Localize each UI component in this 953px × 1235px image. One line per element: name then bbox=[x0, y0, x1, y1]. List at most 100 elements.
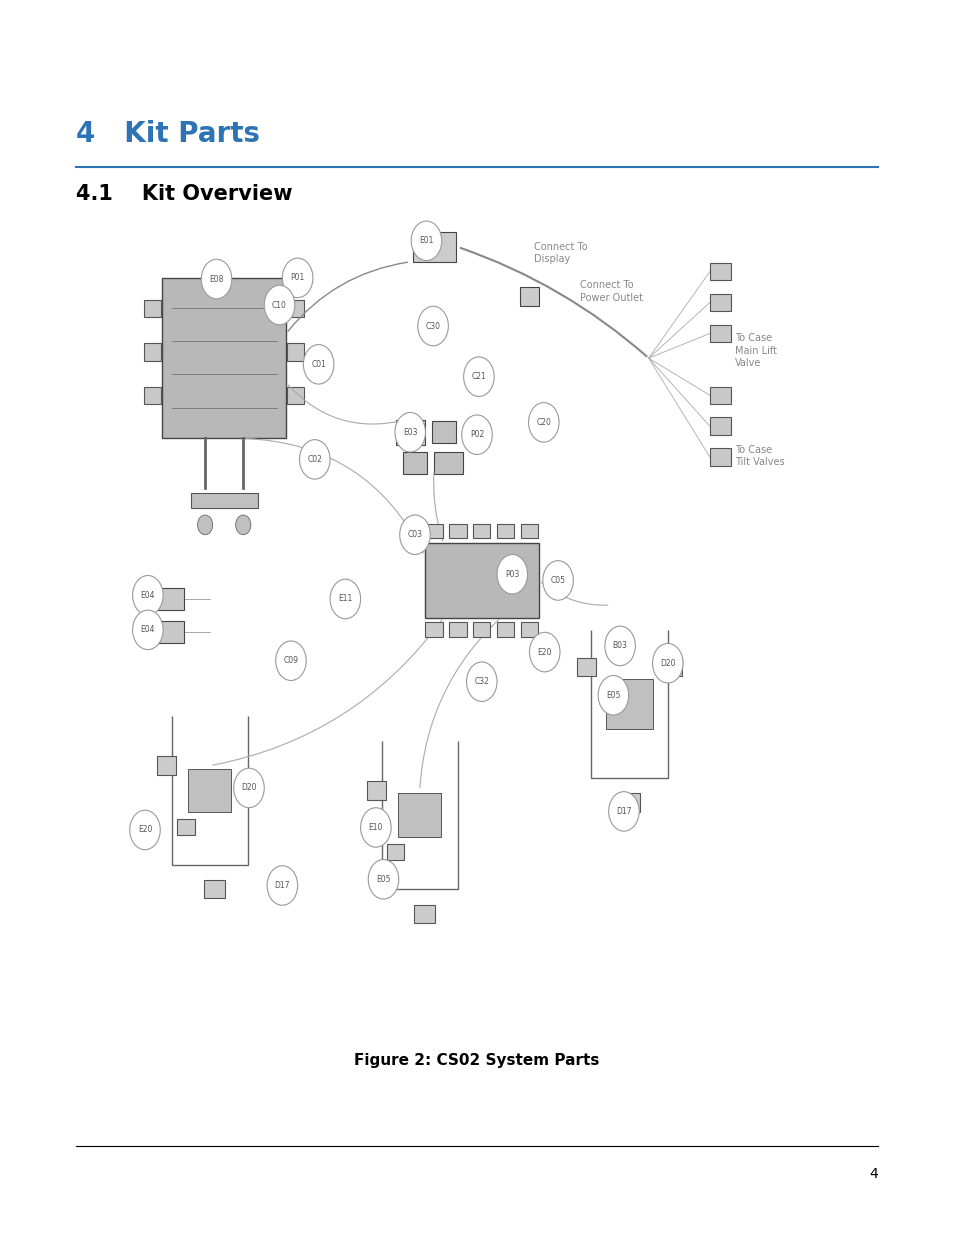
Bar bbox=[605, 679, 653, 729]
Bar bbox=[449, 524, 466, 538]
Bar bbox=[155, 588, 184, 610]
Text: E08: E08 bbox=[209, 274, 224, 284]
Circle shape bbox=[303, 345, 334, 384]
Circle shape bbox=[132, 610, 163, 650]
Circle shape bbox=[395, 412, 425, 452]
Text: E01: E01 bbox=[418, 236, 434, 246]
Bar bbox=[425, 524, 442, 538]
Text: E04: E04 bbox=[140, 590, 155, 600]
Text: Connect To
Display: Connect To Display bbox=[534, 242, 587, 264]
Bar bbox=[144, 343, 161, 361]
Circle shape bbox=[235, 515, 251, 535]
Circle shape bbox=[461, 415, 492, 454]
Circle shape bbox=[652, 643, 682, 683]
Bar bbox=[144, 387, 161, 404]
Text: P01: P01 bbox=[291, 273, 304, 283]
Text: D20: D20 bbox=[241, 783, 256, 793]
Circle shape bbox=[411, 221, 441, 261]
Circle shape bbox=[542, 561, 573, 600]
Text: E10: E10 bbox=[368, 823, 383, 832]
Text: E20: E20 bbox=[537, 647, 552, 657]
Bar bbox=[387, 845, 404, 860]
Bar bbox=[497, 622, 514, 637]
Circle shape bbox=[598, 676, 628, 715]
Bar bbox=[367, 782, 386, 800]
Text: C10: C10 bbox=[272, 300, 287, 310]
Text: To Case
Main Lift
Valve: To Case Main Lift Valve bbox=[734, 333, 776, 368]
Bar bbox=[287, 300, 304, 317]
Circle shape bbox=[264, 285, 294, 325]
Circle shape bbox=[330, 579, 360, 619]
Text: E04: E04 bbox=[140, 625, 155, 635]
Text: P03: P03 bbox=[504, 569, 519, 579]
Bar bbox=[520, 524, 537, 538]
Text: C01: C01 bbox=[311, 359, 326, 369]
Bar bbox=[434, 452, 462, 474]
Circle shape bbox=[233, 768, 264, 808]
Circle shape bbox=[360, 808, 391, 847]
Bar bbox=[398, 793, 440, 837]
Text: C09: C09 bbox=[283, 656, 298, 666]
Bar bbox=[157, 756, 176, 776]
Bar bbox=[520, 622, 537, 637]
Bar bbox=[473, 524, 490, 538]
Bar bbox=[709, 417, 730, 435]
Bar bbox=[577, 658, 596, 677]
Circle shape bbox=[130, 810, 160, 850]
Text: P02: P02 bbox=[470, 430, 483, 440]
Text: E20: E20 bbox=[137, 825, 152, 835]
Bar bbox=[473, 622, 490, 637]
Text: C32: C32 bbox=[474, 677, 489, 687]
Text: C20: C20 bbox=[536, 417, 551, 427]
Bar bbox=[402, 452, 427, 474]
Bar bbox=[709, 325, 730, 342]
Bar bbox=[662, 658, 681, 677]
Circle shape bbox=[368, 860, 398, 899]
Bar bbox=[189, 768, 231, 813]
Bar bbox=[412, 231, 456, 262]
Circle shape bbox=[528, 403, 558, 442]
Bar bbox=[424, 543, 538, 618]
Circle shape bbox=[417, 306, 448, 346]
Circle shape bbox=[299, 440, 330, 479]
Bar bbox=[425, 622, 442, 637]
Text: 4: 4 bbox=[868, 1167, 877, 1181]
Bar bbox=[155, 621, 184, 643]
Circle shape bbox=[399, 515, 430, 555]
Text: E05: E05 bbox=[375, 874, 391, 884]
Circle shape bbox=[275, 641, 306, 680]
Circle shape bbox=[604, 626, 635, 666]
Circle shape bbox=[466, 662, 497, 701]
Text: D17: D17 bbox=[616, 806, 631, 816]
Text: C03: C03 bbox=[407, 530, 422, 540]
Text: B03: B03 bbox=[612, 641, 627, 651]
Bar bbox=[709, 448, 730, 466]
Circle shape bbox=[282, 258, 313, 298]
Text: Figure 2: CS02 System Parts: Figure 2: CS02 System Parts bbox=[354, 1053, 599, 1068]
Bar bbox=[287, 387, 304, 404]
Text: D17: D17 bbox=[274, 881, 290, 890]
Text: 4   Kit Parts: 4 Kit Parts bbox=[76, 120, 260, 148]
Bar bbox=[519, 287, 538, 305]
Bar bbox=[414, 904, 435, 924]
Text: C30: C30 bbox=[425, 321, 440, 331]
Bar bbox=[177, 820, 194, 835]
Bar bbox=[497, 524, 514, 538]
Text: D20: D20 bbox=[659, 658, 675, 668]
Bar bbox=[449, 622, 466, 637]
Circle shape bbox=[201, 259, 232, 299]
Text: 4.1    Kit Overview: 4.1 Kit Overview bbox=[76, 184, 293, 204]
Circle shape bbox=[197, 515, 213, 535]
Circle shape bbox=[497, 555, 527, 594]
Circle shape bbox=[529, 632, 559, 672]
Bar bbox=[287, 343, 304, 361]
Bar bbox=[144, 300, 161, 317]
Bar bbox=[709, 263, 730, 280]
Bar bbox=[395, 420, 424, 445]
Text: E11: E11 bbox=[338, 594, 352, 604]
Text: C02: C02 bbox=[307, 454, 322, 464]
Circle shape bbox=[132, 576, 163, 615]
Text: To Case
Tilt Valves: To Case Tilt Valves bbox=[734, 445, 783, 467]
Circle shape bbox=[267, 866, 297, 905]
Circle shape bbox=[608, 792, 639, 831]
